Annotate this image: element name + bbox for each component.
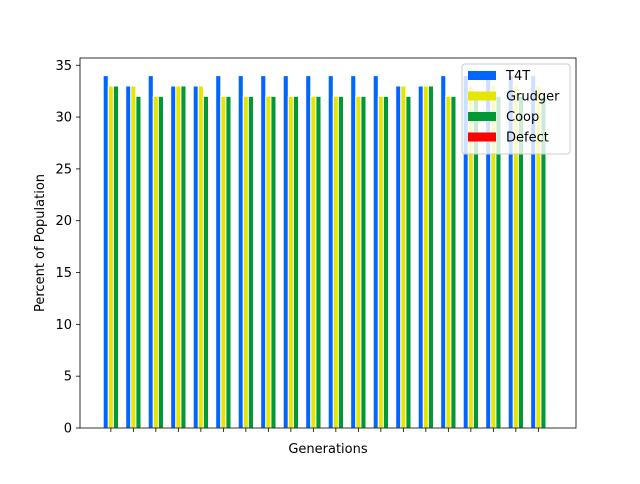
bar-grudger-13 [377, 95, 384, 429]
bar-t4t-13 [372, 75, 379, 429]
y-tick-label: 35 [55, 59, 72, 74]
bar-grudger-1 [107, 85, 114, 429]
bar-coop-8 [270, 95, 277, 429]
bar-grudger-11 [332, 95, 339, 429]
bar-grudger-5 [197, 85, 204, 429]
bar-coop-16 [450, 95, 457, 429]
bar-coop-14 [405, 95, 412, 429]
legend-box [461, 63, 571, 155]
bar-t4t-10 [305, 75, 312, 429]
bar-coop-7 [247, 95, 254, 429]
bar-grudger-7 [242, 95, 249, 429]
bar-grudger-12 [355, 95, 362, 429]
y-tick-label: 30 [55, 111, 72, 126]
bar-coop-3 [157, 95, 164, 429]
y-tick-label: 5 [64, 370, 72, 385]
plot-frame [79, 57, 577, 429]
bar-t4t-6 [215, 75, 222, 429]
bar-coop-11 [337, 95, 344, 429]
bar-coop-13 [382, 95, 389, 429]
bar-coop-4 [180, 85, 187, 429]
bar-coop-12 [360, 95, 367, 429]
bars-group [102, 75, 547, 429]
bar-t4t-8 [260, 75, 267, 429]
bar-coop-1 [112, 85, 120, 429]
y-tick-label: 25 [55, 162, 72, 177]
bar-t4t-5 [192, 85, 199, 429]
y-tick-label: 20 [55, 214, 72, 229]
bar-t4t-4 [170, 85, 177, 429]
bar-coop-10 [315, 95, 322, 429]
bar-t4t-16 [440, 75, 447, 429]
bar-grudger-15 [422, 85, 429, 429]
legend-label-grudger: Grudger [506, 90, 560, 105]
y-axis-label: Percent of Population [33, 174, 48, 312]
bar-grudger-2 [130, 85, 137, 429]
bar-t4t-12 [350, 75, 357, 429]
bar-coop-6 [225, 95, 232, 429]
legend: T4T Grudger Coop Defect [461, 63, 571, 155]
bar-grudger-3 [152, 95, 159, 429]
legend-swatch-coop [468, 112, 496, 121]
x-axis [110, 428, 539, 432]
bar-grudger-16 [445, 95, 452, 429]
y-axis: 0 5 10 15 20 25 30 35 [55, 59, 80, 437]
bar-coop-2 [135, 95, 142, 429]
y-tick-label: 15 [55, 266, 72, 281]
bar-t4t-9 [282, 75, 289, 429]
bar-grudger-9 [287, 95, 294, 429]
bar-t4t-7 [237, 75, 244, 429]
bar-coop-15 [427, 85, 434, 429]
bar-grudger-8 [265, 95, 272, 429]
legend-label-coop: Coop [506, 110, 539, 125]
bar-t4t-15 [417, 85, 424, 429]
y-tick-label: 10 [55, 318, 72, 333]
bar-coop-5 [202, 95, 209, 429]
bar-grudger-14 [400, 85, 407, 429]
x-axis-label: Generations [288, 442, 368, 457]
bar-grudger-10 [310, 95, 317, 429]
legend-swatch-defect [468, 132, 496, 142]
bar-grudger-4 [175, 85, 182, 429]
bar-t4t-3 [147, 75, 154, 429]
bar-coop-9 [292, 95, 299, 429]
bar-t4t-1 [102, 75, 109, 429]
bar-t4t-2 [125, 85, 132, 429]
bar-grudger-6 [220, 95, 227, 429]
legend-swatch-t4t [468, 71, 496, 80]
bar-t4t-14 [395, 85, 402, 429]
legend-swatch-grudger [468, 91, 496, 101]
legend-label-defect: Defect [506, 131, 549, 146]
legend-label-t4t: T4T [505, 69, 530, 84]
y-tick-label: 0 [64, 422, 72, 437]
bar-t4t-11 [327, 75, 334, 429]
